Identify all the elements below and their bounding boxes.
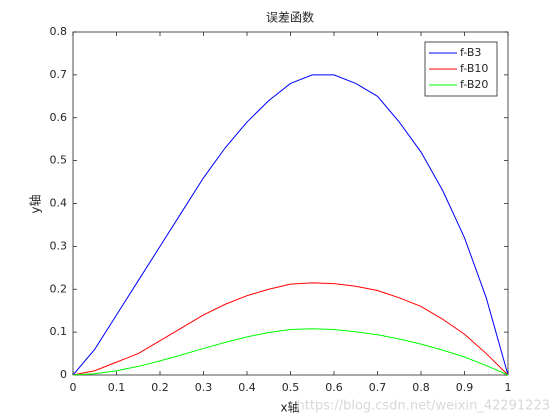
legend-label: f-B10 [460,62,488,75]
x-tick-label: 0.9 [456,381,474,394]
legend-label: f-B20 [460,78,488,91]
legend-label: f-B3 [460,46,481,59]
series-line [72,328,509,376]
x-axis-label: x轴 [280,400,299,415]
x-tick-label: 1 [505,381,512,394]
y-axis-label: y轴 [28,194,43,213]
y-tick-label: 0.4 [50,197,68,210]
y-tick-label: 0.8 [50,25,68,38]
y-tick-label: 0.1 [50,325,68,338]
series-line [72,74,509,376]
x-tick-label: 0.1 [108,381,126,394]
y-tick-label: 0.3 [50,239,68,252]
x-tick-label: 0.2 [151,381,169,394]
x-tick-label: 0.7 [369,381,387,394]
watermark: https://blog.csdn.net/weixin_42291223 [296,399,550,414]
x-tick-label: 0.4 [238,381,256,394]
y-tick-label: 0.5 [50,154,68,167]
x-tick-label: 0.8 [412,381,430,394]
y-tick-label: 0.7 [50,68,68,81]
y-tick-label: 0.6 [50,111,68,124]
x-tick-label: 0.6 [325,381,343,394]
chart-title: 误差函数 [266,10,314,25]
y-tick-label: 0 [60,368,67,381]
x-tick-label: 0 [70,381,77,394]
x-tick-label: 0.5 [282,381,300,394]
series-line [72,282,509,376]
x-tick-label: 0.3 [195,381,213,394]
y-tick-label: 0.2 [50,282,68,295]
